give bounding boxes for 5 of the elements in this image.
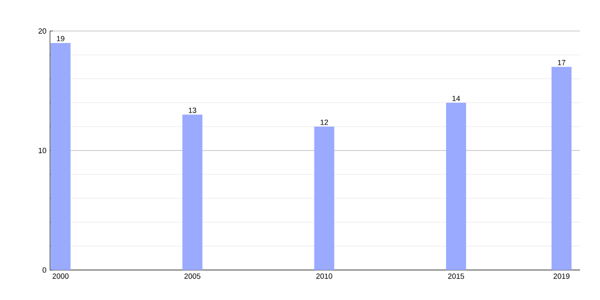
- bar: [446, 102, 466, 270]
- bar: [182, 114, 202, 270]
- bar: [50, 42, 71, 270]
- bar: [552, 66, 572, 270]
- bar: [314, 126, 334, 270]
